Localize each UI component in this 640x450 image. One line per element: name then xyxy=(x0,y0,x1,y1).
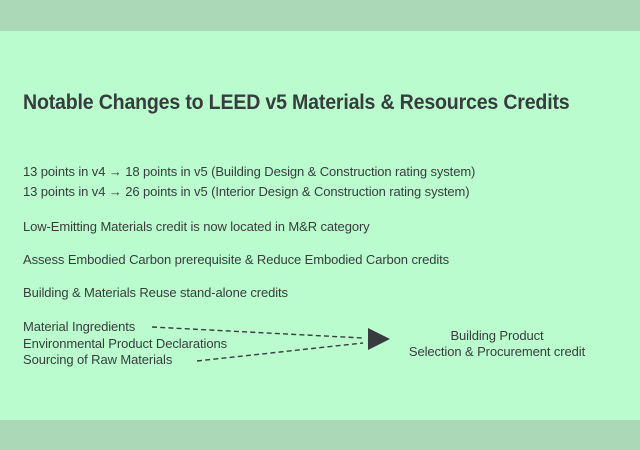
change-line-low-emitting: Low-Emitting Materials credit is now loc… xyxy=(23,219,370,234)
dashed-line-top xyxy=(151,326,364,339)
arrowhead-icon xyxy=(368,328,390,350)
points-line-idc: 13 points in v4 → 26 points in v5 (Inter… xyxy=(23,184,470,199)
slide-panel xyxy=(0,31,640,420)
dashed-line-bottom xyxy=(196,342,364,362)
merged-credits-list: Material Ingredients Environmental Produ… xyxy=(23,319,227,369)
points-comparison-block: 13 points in v4 → 18 points in v5 (Build… xyxy=(23,162,475,202)
change-line-embodied-carbon: Assess Embodied Carbon prerequisite & Re… xyxy=(23,252,450,267)
change-line-materials-reuse: Building & Materials Reuse stand-alone c… xyxy=(23,285,288,300)
target-credit-line2: Selection & Procurement credit xyxy=(408,344,586,359)
points-line-bdc: 13 points in v4 → 18 points in v5 (Build… xyxy=(23,164,476,179)
dashed-connector xyxy=(151,326,390,362)
page-title: Notable Changes to LEED v5 Materials & R… xyxy=(23,90,570,114)
target-credit-block: Building Product Selection & Procurement… xyxy=(398,328,596,360)
target-credit-line1: Building Product xyxy=(450,328,544,343)
list-item-epd: Environmental Product Declarations xyxy=(23,335,227,351)
list-item-material-ingredients: Material Ingredients xyxy=(23,319,136,334)
list-item-raw-materials: Sourcing of Raw Materials xyxy=(23,352,173,367)
